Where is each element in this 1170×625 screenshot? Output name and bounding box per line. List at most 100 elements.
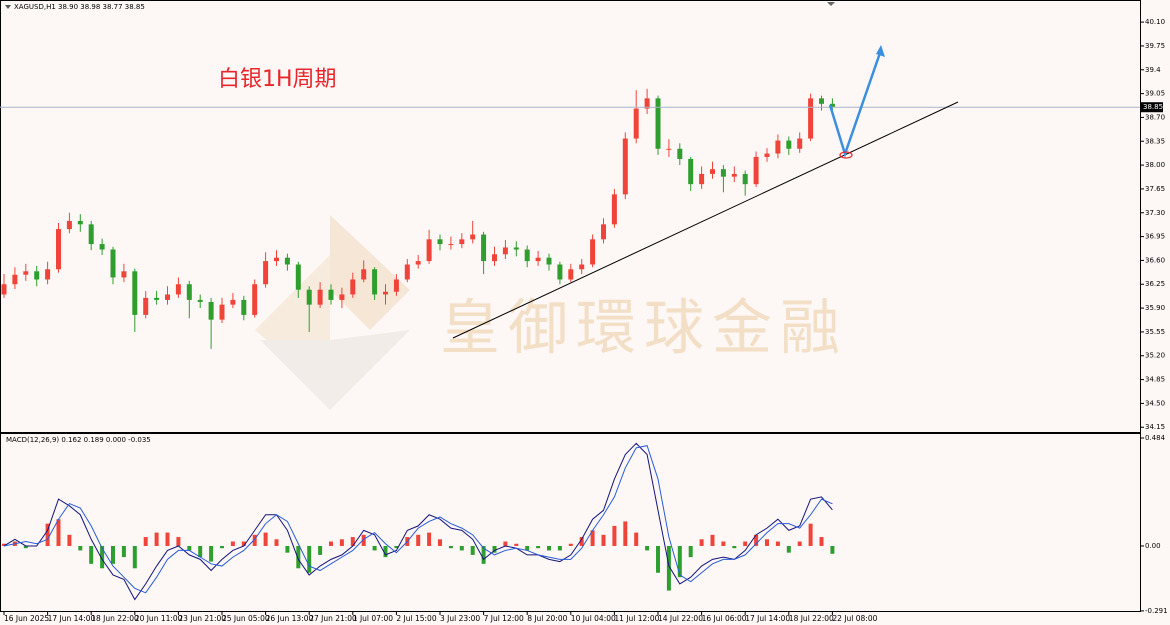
histogram-bar	[89, 545, 94, 564]
histogram-bar	[45, 523, 50, 546]
candle-body	[535, 257, 541, 262]
chart-title: XAGUSD,H1 38.90 38.98 38.77 38.85	[14, 3, 145, 11]
x-tick-label: 22 Jul 08:00	[832, 614, 877, 623]
histogram-bar	[830, 545, 835, 554]
histogram-bar	[721, 541, 726, 546]
y-tick-label: 37.30	[1145, 209, 1165, 217]
histogram-bar	[220, 545, 224, 549]
histogram-bar	[23, 545, 28, 549]
histogram-bar	[2, 543, 6, 546]
candle-body	[808, 98, 814, 139]
histogram-bar	[470, 545, 475, 555]
x-tick-label: 14 Jul 22:00	[658, 614, 703, 623]
histogram-bar	[372, 545, 377, 551]
candle-body	[45, 269, 51, 280]
x-tick-label: 17 Jul 14:00	[745, 614, 790, 623]
candle-body	[66, 220, 72, 230]
histogram-bar	[503, 541, 508, 546]
macd-line	[3, 445, 833, 594]
forecast-arrow	[828, 49, 883, 159]
y-tick-label: 36.25	[1145, 280, 1165, 288]
histogram-bar	[165, 532, 170, 546]
candle-body	[829, 103, 835, 108]
candle-body	[731, 173, 737, 177]
candle-body	[655, 98, 661, 149]
histogram-bar	[100, 545, 105, 569]
candle-body	[764, 153, 770, 157]
histogram-bar	[536, 545, 541, 549]
histogram-bar	[459, 545, 464, 551]
candle-body	[263, 261, 269, 285]
histogram-bar	[601, 534, 606, 546]
plot: 40.10 39.75 39.4 39.05 38.70 38.35 38.00 37.65 3…	[0, 18, 1168, 623]
candle-body	[786, 140, 792, 149]
y-tick-label: 0.484	[1145, 434, 1166, 442]
x-tick-label: 20 Jun 11:00	[135, 614, 183, 623]
histogram-bar	[797, 541, 802, 546]
candle-body	[328, 289, 334, 300]
histogram-bar	[732, 545, 737, 549]
price-pane-frame	[0, 0, 1141, 433]
histogram-bar	[318, 545, 323, 555]
histogram-bar	[252, 534, 257, 546]
candle-body	[372, 269, 378, 295]
y-tick-label: 35.20	[1145, 352, 1165, 360]
candle-body	[1, 284, 7, 295]
macd-title: MACD(12,26,9) 0.162 0.189 0.000 -0.035	[6, 436, 151, 444]
histogram-bar	[383, 545, 388, 558]
histogram-bar	[296, 545, 301, 569]
histogram-bar	[743, 541, 748, 546]
histogram-bar	[154, 532, 159, 546]
histogram-bar	[132, 545, 137, 569]
y-tick-label: 40.10	[1145, 18, 1165, 26]
y-tick-label: 34.85	[1145, 376, 1165, 384]
histogram-bar	[677, 545, 682, 578]
price-label: 38.85	[1143, 103, 1163, 111]
histogram-bar	[525, 545, 530, 551]
histogram-bar	[492, 545, 497, 553]
y-tick-label: 0.00	[1145, 542, 1161, 550]
histogram-bar	[579, 537, 584, 546]
histogram-bar	[688, 545, 693, 558]
x-tick-label: 7 Jul 12:00	[484, 614, 524, 623]
candle-body	[720, 169, 726, 177]
histogram-bar	[612, 525, 617, 546]
candle-body	[492, 254, 497, 262]
watermark-logo	[255, 215, 410, 410]
histogram-bar	[67, 534, 72, 546]
candle-body	[208, 301, 214, 320]
candle-body	[688, 158, 694, 185]
candle-body	[513, 247, 519, 250]
candle-body	[699, 173, 705, 185]
histogram-bar	[187, 545, 192, 551]
histogram-bar	[568, 543, 573, 546]
candle-body	[470, 234, 476, 240]
x-tick-label: 3 Jul 23:00	[440, 614, 480, 623]
candle-body	[219, 304, 225, 320]
y-tick-label: 34.50	[1145, 399, 1165, 407]
candle-body	[437, 239, 443, 245]
candle-body	[274, 257, 279, 262]
menu-icon	[5, 5, 11, 9]
y-tick-label: 36.60	[1145, 256, 1165, 264]
histogram-bar	[350, 537, 355, 546]
annotation: 白银1H周期	[218, 67, 337, 92]
y-tick-label: 39.05	[1145, 90, 1165, 98]
histogram-bar	[394, 545, 399, 549]
histogram-bar	[808, 523, 813, 546]
arrow-head	[876, 45, 885, 57]
histogram-bar	[230, 541, 235, 546]
histogram-bar	[263, 532, 268, 546]
candle-body	[797, 138, 803, 149]
candle-body	[110, 249, 116, 278]
candle-body	[143, 297, 149, 315]
x-tick-label: 11 Jul 12:00	[614, 614, 659, 623]
candle-body	[99, 244, 105, 250]
histogram-bar	[514, 543, 519, 546]
histogram-bar	[623, 521, 628, 546]
candle-body	[197, 299, 203, 302]
histogram-bar	[645, 545, 650, 551]
histogram-bar	[448, 545, 453, 549]
histogram-bar	[634, 532, 639, 546]
